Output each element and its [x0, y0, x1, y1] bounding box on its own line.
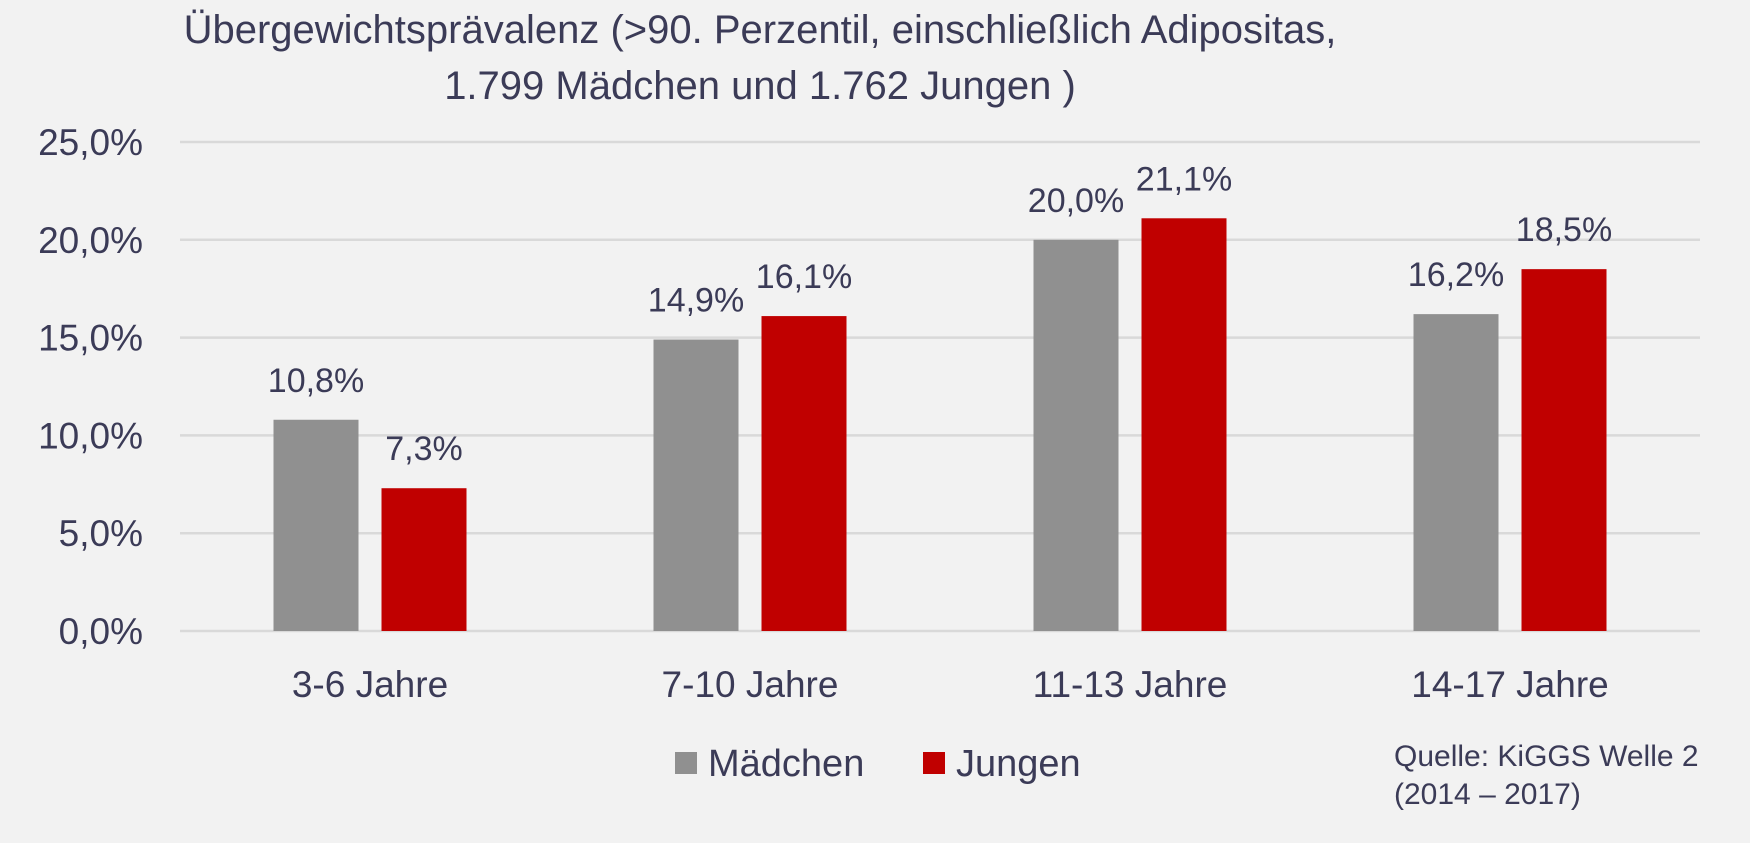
data-label: 7,3%	[385, 430, 463, 468]
source-line-2: (2014 – 2017)	[1394, 778, 1581, 811]
y-tick-label: 20,0%	[38, 220, 143, 261]
data-label: 20,0%	[1028, 182, 1124, 220]
bar	[653, 339, 739, 631]
legend-swatch	[675, 752, 697, 774]
bar	[1413, 314, 1499, 631]
legend-label: Jungen	[956, 743, 1081, 785]
bar	[1141, 218, 1227, 631]
bar	[273, 419, 359, 631]
data-label: 14,9%	[648, 282, 744, 320]
data-label: 18,5%	[1516, 211, 1612, 249]
y-tick-label: 15,0%	[38, 318, 143, 359]
y-tick-label: 10,0%	[38, 415, 143, 456]
x-tick-label: 3-6 Jahre	[292, 664, 448, 705]
bar	[1033, 239, 1119, 632]
data-label: 16,2%	[1408, 256, 1504, 294]
bar	[381, 488, 467, 631]
legend-swatch	[923, 752, 945, 774]
x-tick-label: 14-17 Jahre	[1411, 664, 1608, 705]
bar	[761, 316, 847, 631]
x-tick-label: 7-10 Jahre	[662, 664, 839, 705]
data-label: 10,8%	[268, 362, 364, 400]
y-tick-label: 5,0%	[59, 513, 143, 554]
y-tick-label: 25,0%	[38, 122, 143, 163]
data-label: 21,1%	[1136, 160, 1232, 198]
data-label: 16,1%	[756, 258, 852, 296]
chart-title-line-2: 1.799 Mädchen und 1.762 Jungen )	[444, 64, 1076, 108]
x-tick-label: 11-13 Jahre	[1033, 664, 1228, 705]
legend-label: Mädchen	[708, 743, 864, 785]
chart-title-line-1: Übergewichtsprävalenz (>90. Perzentil, e…	[183, 8, 1337, 52]
y-tick-label: 0,0%	[59, 611, 143, 652]
source-line-1: Quelle: KiGGS Welle 2	[1394, 740, 1699, 773]
bar	[1521, 269, 1607, 631]
